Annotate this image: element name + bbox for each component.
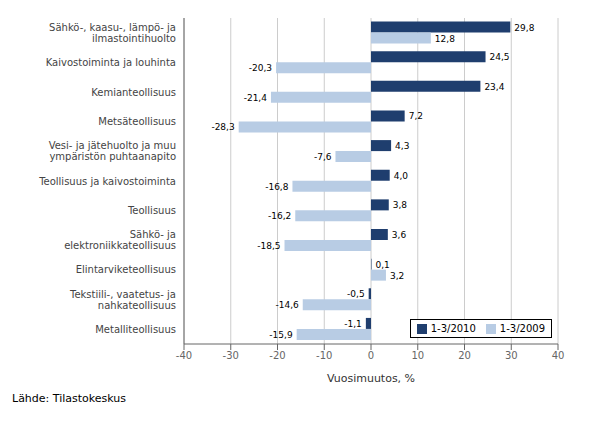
svg-text:-1,1: -1,1 (344, 319, 362, 329)
svg-text:3,2: 3,2 (390, 271, 404, 281)
svg-text:12,8: 12,8 (435, 34, 455, 44)
svg-text:-14,6: -14,6 (275, 300, 299, 310)
svg-text:0,1: 0,1 (375, 260, 389, 270)
svg-text:23,4: 23,4 (484, 82, 504, 92)
svg-text:10: 10 (411, 350, 424, 361)
svg-text:40: 40 (552, 350, 565, 361)
svg-text:-40: -40 (176, 350, 192, 361)
svg-text:4,3: 4,3 (395, 141, 409, 151)
svg-text:Vuosimuutos, %: Vuosimuutos, % (327, 372, 415, 385)
svg-text:3,6: 3,6 (392, 230, 407, 240)
svg-text:-28,3: -28,3 (211, 122, 234, 132)
svg-text:0: 0 (368, 350, 374, 361)
svg-text:20: 20 (458, 350, 471, 361)
svg-text:Kemianteollisuus: Kemianteollisuus (91, 87, 176, 98)
svg-text:7,2: 7,2 (409, 111, 423, 121)
svg-text:4,0: 4,0 (394, 171, 409, 181)
svg-text:-0,5: -0,5 (347, 289, 365, 299)
svg-text:-18,5: -18,5 (257, 241, 280, 251)
svg-text:Teollisuus ja kaivostoiminta: Teollisuus ja kaivostoiminta (38, 176, 176, 187)
svg-text:Elintarviketeollisuus: Elintarviketeollisuus (76, 264, 176, 275)
svg-text:Kaivostoiminta ja louhinta: Kaivostoiminta ja louhinta (46, 57, 176, 68)
svg-text:Teollisuus: Teollisuus (127, 205, 176, 216)
svg-text:30: 30 (505, 350, 518, 361)
svg-text:-10: -10 (316, 350, 332, 361)
svg-text:Sähkö-, kaasu-, lämpö- jailmas: Sähkö-, kaasu-, lämpö- jailmastointihuol… (49, 22, 176, 44)
svg-text:-20: -20 (269, 350, 285, 361)
svg-text:Metalliteollisuus: Metalliteollisuus (95, 324, 176, 335)
svg-text:Sähkö- jaelektroniikkateollisu: Sähkö- jaelektroniikkateollisuus (64, 229, 176, 251)
html-text:1-3/2010: 1-3/2010 (430, 323, 476, 334)
svg-text:-30: -30 (223, 350, 239, 361)
svg-text:-21,4: -21,4 (244, 93, 268, 103)
svg-text:24,5: 24,5 (490, 52, 510, 62)
svg-text:-7,6: -7,6 (314, 152, 332, 162)
svg-text:Metsäteollisuus: Metsäteollisuus (98, 116, 176, 127)
svg-text:29,8: 29,8 (514, 23, 534, 33)
html-text:Lähde: Tilastokeskus: Lähde: Tilastokeskus (12, 392, 126, 405)
svg-text:-16,2: -16,2 (268, 211, 291, 221)
html-text:1-3/2009: 1-3/2009 (499, 323, 545, 334)
svg-text:-20,3: -20,3 (249, 63, 272, 73)
svg-text:Tekstiili-, vaatetus- janahkat: Tekstiili-, vaatetus- janahkateollisuus (69, 289, 176, 311)
svg-text:Vesi- ja jätehuolto ja muuympä: Vesi- ja jätehuolto ja muuympäristön puh… (49, 140, 176, 162)
svg-text:-16,8: -16,8 (265, 182, 289, 192)
svg-text:-15,9: -15,9 (269, 330, 293, 340)
svg-text:3,8: 3,8 (393, 200, 408, 210)
